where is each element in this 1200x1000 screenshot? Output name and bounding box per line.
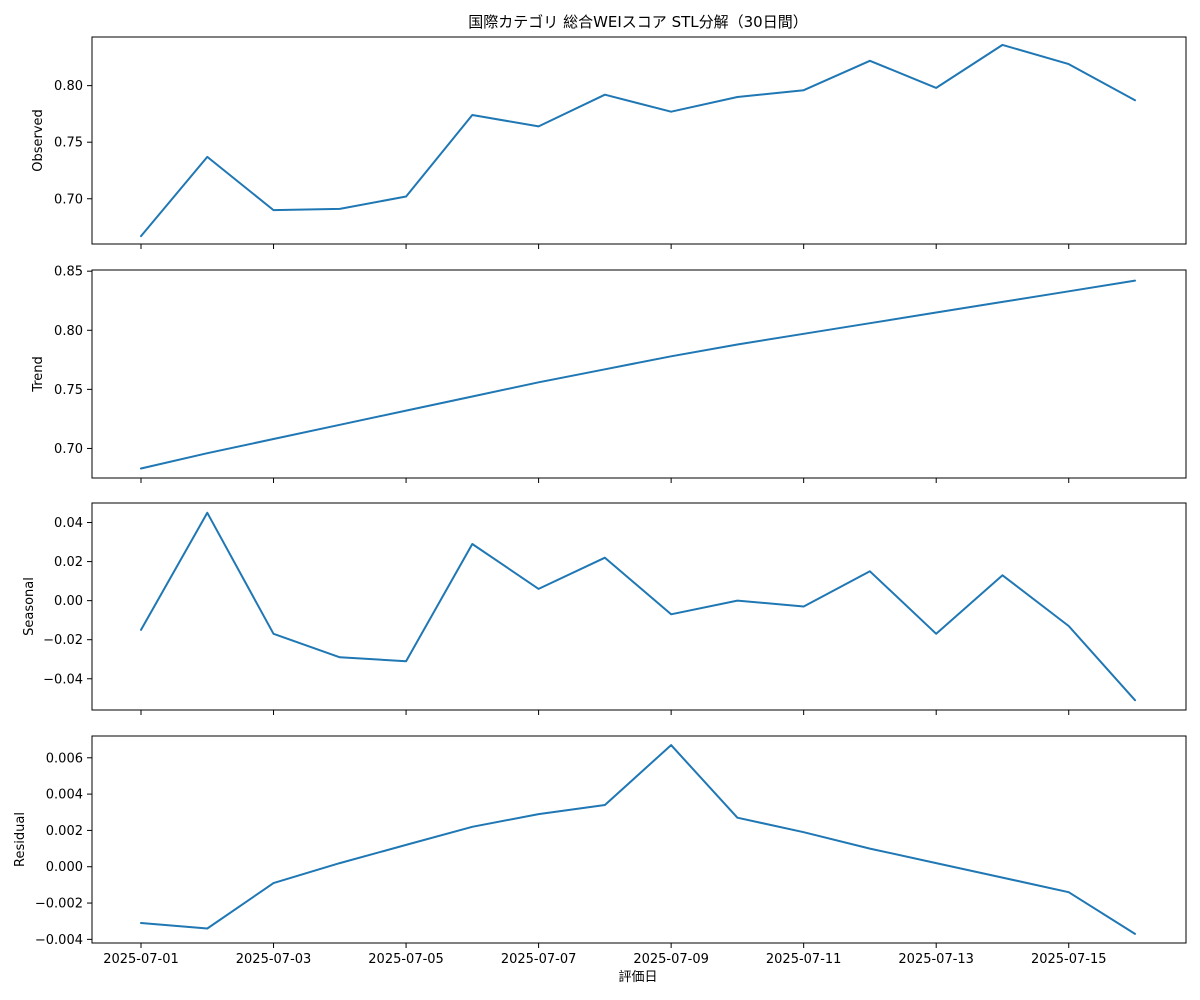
x-tick-label: 2025-07-01 bbox=[103, 952, 179, 967]
series-line-trend bbox=[140, 279, 1136, 470]
plot-frame bbox=[91, 735, 1187, 944]
series-line-seasonal bbox=[140, 511, 1136, 702]
y-tick-label: 0.75 bbox=[54, 136, 83, 151]
y-tick-label: 0.00 bbox=[54, 594, 83, 609]
y-tick-label: −0.02 bbox=[43, 633, 83, 648]
x-tick-label: 2025-07-13 bbox=[898, 952, 974, 967]
y-tick-label: 0.70 bbox=[54, 442, 83, 457]
x-axis-label: 評価日 bbox=[618, 970, 657, 985]
x-tick-label: 2025-07-11 bbox=[766, 952, 842, 967]
panel-seasonal: −0.04 −0.02 0.00 0.02 0.04 Seasonal bbox=[22, 502, 1187, 715]
plot-frame bbox=[91, 36, 1187, 245]
series-line-observed bbox=[140, 43, 1136, 238]
y-axis-label-trend: Trend bbox=[31, 356, 46, 393]
y-tick-label: 0.85 bbox=[54, 265, 83, 280]
y-tick-label: 0.004 bbox=[46, 788, 83, 803]
x-tick-label: 2025-07-03 bbox=[236, 952, 312, 967]
y-tick-label: 0.002 bbox=[46, 824, 83, 839]
plot-frame bbox=[91, 502, 1187, 711]
panel-trend: 0.70 0.75 0.80 0.85 Trend bbox=[31, 265, 1187, 483]
panels-layer: 0.70 0.75 0.80 Observed 0.70 0.75 0.80 0.85 Tren… bbox=[13, 36, 1187, 967]
x-tick-label: 2025-07-05 bbox=[368, 952, 444, 967]
y-tick-label: 0.04 bbox=[54, 516, 83, 531]
plot-frame bbox=[91, 269, 1187, 479]
y-tick-label: −0.004 bbox=[35, 933, 83, 948]
y-axis-label-observed: Observed bbox=[31, 109, 46, 172]
panel-observed: 0.70 0.75 0.80 Observed bbox=[31, 36, 1187, 249]
panel-residual: −0.004 −0.002 0.000 0.002 0.004 0.006 2025-07-… bbox=[13, 735, 1187, 967]
chart-title: 国際カテゴリ 総合WEIスコア STL分解（30日間） bbox=[468, 13, 807, 31]
y-tick-label: 0.80 bbox=[54, 79, 83, 94]
y-tick-label: 0.75 bbox=[54, 383, 83, 398]
y-tick-label: 0.70 bbox=[54, 192, 83, 207]
y-tick-label: −0.002 bbox=[35, 897, 83, 912]
y-axis-label-seasonal: Seasonal bbox=[22, 577, 37, 636]
y-axis-label-residual: Residual bbox=[13, 812, 28, 867]
x-tick-label: 2025-07-07 bbox=[501, 952, 577, 967]
series-line-residual bbox=[140, 744, 1136, 935]
y-tick-label: −0.04 bbox=[43, 672, 83, 687]
y-tick-label: 0.006 bbox=[46, 751, 83, 766]
y-tick-label: 0.80 bbox=[54, 324, 83, 339]
x-tick-label: 2025-07-09 bbox=[633, 952, 709, 967]
y-tick-label: 0.02 bbox=[54, 555, 83, 570]
y-tick-label: 0.000 bbox=[46, 860, 83, 875]
x-tick-label: 2025-07-15 bbox=[1031, 952, 1107, 967]
